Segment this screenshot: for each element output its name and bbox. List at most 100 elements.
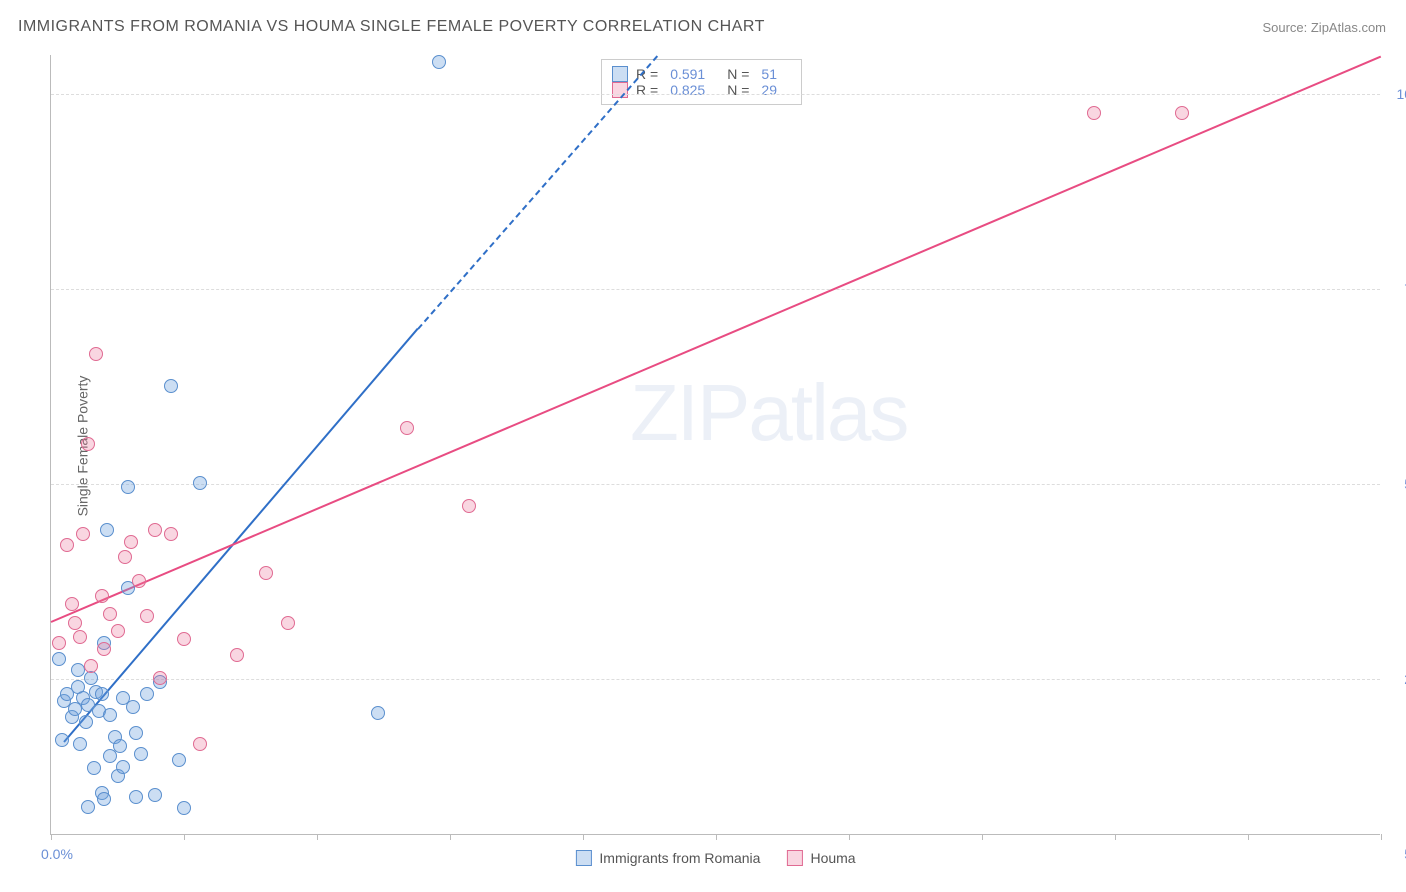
- watermark-thin: atlas: [748, 368, 907, 457]
- scatter-point: [148, 523, 162, 537]
- scatter-point: [177, 801, 191, 815]
- scatter-point: [400, 421, 414, 435]
- scatter-point: [193, 737, 207, 751]
- x-tick: [184, 834, 185, 840]
- scatter-point: [81, 437, 95, 451]
- gridline-h: [51, 484, 1380, 485]
- scatter-point: [73, 737, 87, 751]
- x-tick-label-min: 0.0%: [41, 846, 73, 862]
- r-label: R =: [636, 82, 658, 98]
- scatter-point: [103, 708, 117, 722]
- scatter-point: [89, 347, 103, 361]
- scatter-point: [1087, 106, 1101, 120]
- x-tick: [1248, 834, 1249, 840]
- scatter-point: [432, 55, 446, 69]
- scatter-point: [95, 589, 109, 603]
- watermark: ZIPatlas: [630, 367, 907, 459]
- gridline-h: [51, 289, 1380, 290]
- y-tick-label: 100.0%: [1388, 86, 1406, 102]
- scatter-point: [76, 527, 90, 541]
- source-attribution: Source: ZipAtlas.com: [1262, 20, 1386, 35]
- scatter-point: [111, 624, 125, 638]
- watermark-bold: ZIP: [630, 368, 748, 457]
- n-value-series1: 51: [761, 66, 777, 82]
- scatter-point: [52, 636, 66, 650]
- y-tick-label: 50.0%: [1388, 476, 1406, 492]
- scatter-point: [153, 671, 167, 685]
- scatter-point: [134, 747, 148, 761]
- scatter-point: [140, 609, 154, 623]
- x-tick: [450, 834, 451, 840]
- scatter-point: [371, 706, 385, 720]
- scatter-point: [87, 761, 101, 775]
- scatter-point: [164, 379, 178, 393]
- trend-line: [64, 328, 419, 743]
- x-tick: [849, 834, 850, 840]
- scatter-point: [113, 739, 127, 753]
- scatter-point: [71, 663, 85, 677]
- legend-label-series1: Immigrants from Romania: [599, 850, 760, 866]
- scatter-point: [1175, 106, 1189, 120]
- scatter-point: [65, 597, 79, 611]
- scatter-point: [73, 630, 87, 644]
- scatter-point: [52, 652, 66, 666]
- scatter-point: [118, 550, 132, 564]
- scatter-point: [100, 523, 114, 537]
- chart-title: IMMIGRANTS FROM ROMANIA VS HOUMA SINGLE …: [18, 18, 765, 36]
- scatter-point: [148, 788, 162, 802]
- scatter-point: [126, 700, 140, 714]
- x-tick: [716, 834, 717, 840]
- legend-swatch-series1: [612, 66, 628, 82]
- scatter-point: [81, 800, 95, 814]
- scatter-point: [68, 616, 82, 630]
- scatter-point: [140, 687, 154, 701]
- n-label: N =: [727, 82, 749, 98]
- plot-area: ZIPatlas R = 0.591 N = 51 R = 0.825 N = …: [50, 55, 1380, 835]
- legend-swatch-series1: [575, 850, 591, 866]
- scatter-point: [121, 480, 135, 494]
- scatter-point: [129, 726, 143, 740]
- legend-series: Immigrants from Romania Houma: [575, 850, 855, 866]
- scatter-point: [172, 753, 186, 767]
- r-value-series1: 0.591: [670, 66, 705, 82]
- chart-container: IMMIGRANTS FROM ROMANIA VS HOUMA SINGLE …: [0, 0, 1406, 892]
- scatter-point: [79, 715, 93, 729]
- legend-item-series1: Immigrants from Romania: [575, 850, 760, 866]
- trend-line: [51, 55, 1382, 622]
- x-tick: [1115, 834, 1116, 840]
- x-tick: [51, 834, 52, 840]
- x-tick: [1381, 834, 1382, 840]
- scatter-point: [55, 733, 69, 747]
- n-label: N =: [727, 66, 749, 82]
- legend-row-series2: R = 0.825 N = 29: [612, 82, 791, 98]
- scatter-point: [97, 792, 111, 806]
- scatter-point: [177, 632, 191, 646]
- scatter-point: [97, 642, 111, 656]
- scatter-point: [193, 476, 207, 490]
- scatter-point: [84, 659, 98, 673]
- gridline-h: [51, 679, 1380, 680]
- scatter-point: [95, 687, 109, 701]
- scatter-point: [164, 527, 178, 541]
- x-tick: [317, 834, 318, 840]
- x-tick: [583, 834, 584, 840]
- scatter-point: [124, 535, 138, 549]
- scatter-point: [103, 749, 117, 763]
- gridline-h: [51, 94, 1380, 95]
- scatter-point: [259, 566, 273, 580]
- scatter-point: [129, 790, 143, 804]
- scatter-point: [132, 574, 146, 588]
- scatter-point: [281, 616, 295, 630]
- scatter-point: [462, 499, 476, 513]
- n-value-series2: 29: [761, 82, 777, 98]
- legend-correlation: R = 0.591 N = 51 R = 0.825 N = 29: [601, 59, 802, 105]
- legend-item-series2: Houma: [786, 850, 855, 866]
- scatter-point: [103, 607, 117, 621]
- legend-swatch-series2: [786, 850, 802, 866]
- scatter-point: [230, 648, 244, 662]
- x-tick-label-max: 50.0%: [1388, 846, 1406, 862]
- legend-label-series2: Houma: [810, 850, 855, 866]
- x-tick: [982, 834, 983, 840]
- scatter-point: [116, 760, 130, 774]
- scatter-point: [60, 538, 74, 552]
